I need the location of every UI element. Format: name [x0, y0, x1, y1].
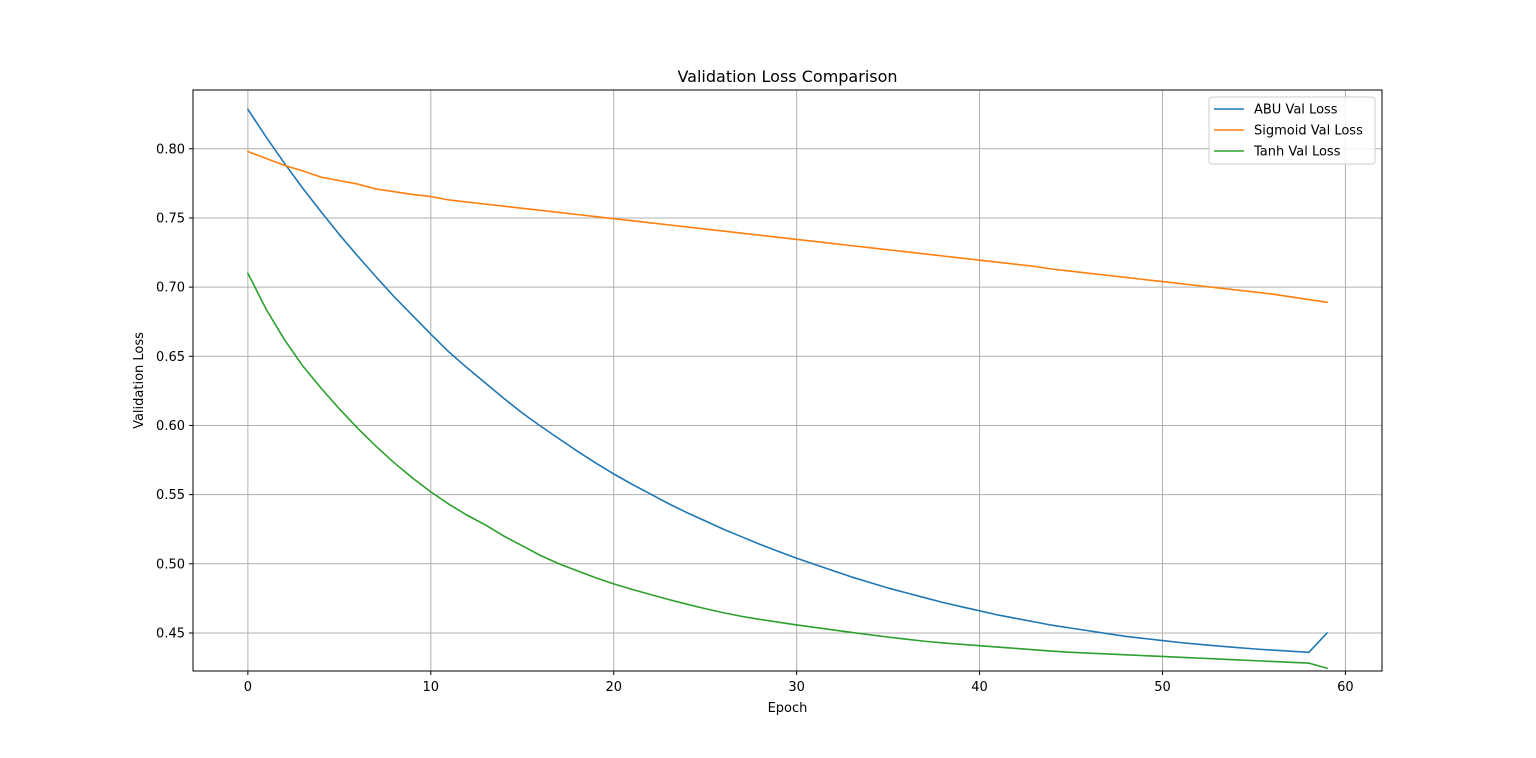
x-tick-label: 10 — [423, 680, 440, 695]
y-tick-label: 0.75 — [156, 211, 185, 226]
series-line — [247, 272, 1328, 670]
x-tick-label: 30 — [788, 680, 805, 695]
x-tick-label: 60 — [1337, 680, 1354, 695]
series-line — [247, 108, 1328, 654]
x-tick-label: 50 — [1154, 680, 1171, 695]
y-tick-label: 0.70 — [156, 281, 185, 296]
chart-title: Validation Loss Comparison — [677, 67, 897, 86]
legend-box — [1208, 96, 1376, 165]
series-line — [247, 150, 1328, 304]
legend: ABU Val Loss Sigmoid Val Loss Tanh Val Los… — [1208, 96, 1376, 165]
x-axis-label: Epoch — [768, 701, 808, 716]
y-tick-label: 0.55 — [156, 488, 185, 503]
y-tick-label: 0.60 — [156, 419, 185, 434]
x-tick-label: 20 — [605, 680, 622, 695]
y-axis: 0.45 0.50 0.55 0.60 0.65 0.70 0.75 0.80 — [156, 142, 193, 641]
x-tick-label: 0 — [244, 680, 252, 695]
plot-area-frame — [192, 89, 1383, 672]
y-tick-label: 0.45 — [156, 626, 185, 641]
y-tick-label: 0.50 — [156, 557, 185, 572]
grid — [193, 90, 1382, 671]
y-axis-label: Validation Loss — [132, 332, 147, 429]
y-tick-label: 0.65 — [156, 350, 185, 365]
y-tick-label: 0.80 — [156, 142, 185, 157]
legend-label: Tanh Val Loss — [1253, 145, 1341, 160]
x-axis: 0 10 20 30 40 50 60 — [244, 671, 1354, 695]
legend-label: ABU Val Loss — [1254, 103, 1338, 118]
x-tick-label: 40 — [971, 680, 988, 695]
legend-label: Sigmoid Val Loss — [1254, 124, 1363, 139]
series-group — [247, 108, 1328, 670]
